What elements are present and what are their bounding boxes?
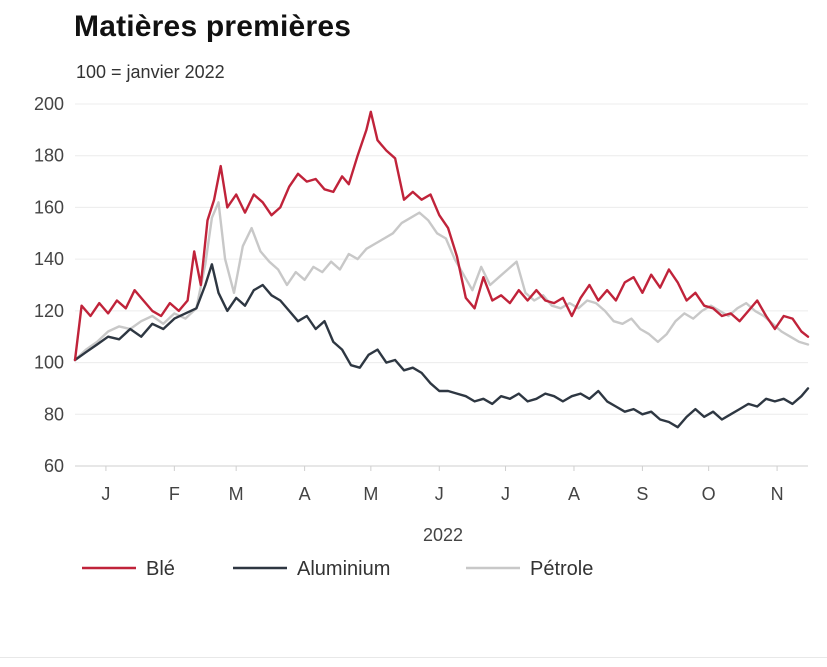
x-tick-label: J (101, 484, 110, 504)
gridlines (75, 103, 808, 467)
legend-label: Pétrole (530, 558, 593, 580)
series-line-bl (73, 110, 810, 362)
y-tick-label: 120 (34, 301, 64, 321)
y-axis: 60 80 100 120 140 160 180 200 (34, 94, 64, 476)
bottom-divider (0, 657, 827, 658)
y-tick-label: 100 (34, 353, 64, 373)
legend-label: Aluminium (297, 558, 390, 580)
x-tick-label: F (169, 484, 180, 504)
legend-label: Blé (146, 558, 175, 580)
x-tick-label: J (501, 484, 510, 504)
y-tick-label: 60 (44, 456, 64, 476)
y-tick-label: 180 (34, 146, 64, 166)
series-lines (73, 110, 810, 429)
series-line-ptrole (73, 201, 810, 362)
x-tick-label: M (363, 484, 378, 504)
x-tick-label: A (299, 484, 311, 504)
x-tick-label: O (702, 484, 716, 504)
x-tick-label: S (636, 484, 648, 504)
x-tick-label: M (229, 484, 244, 504)
legend: Blé Aluminium Pétrole (82, 558, 593, 580)
y-tick-label: 160 (34, 197, 64, 217)
y-tick-label: 140 (34, 249, 64, 269)
x-tick-label: N (771, 484, 784, 504)
x-tick-label: J (435, 484, 444, 504)
chart-subtitle: 100 = janvier 2022 (76, 62, 225, 82)
y-tick-label: 200 (34, 94, 64, 114)
x-axis-label: 2022 (423, 525, 463, 545)
series-line-aluminium (73, 263, 810, 429)
x-tick-label: A (568, 484, 580, 504)
y-tick-label: 80 (44, 404, 64, 424)
chart-title: Matières premières (74, 10, 352, 43)
